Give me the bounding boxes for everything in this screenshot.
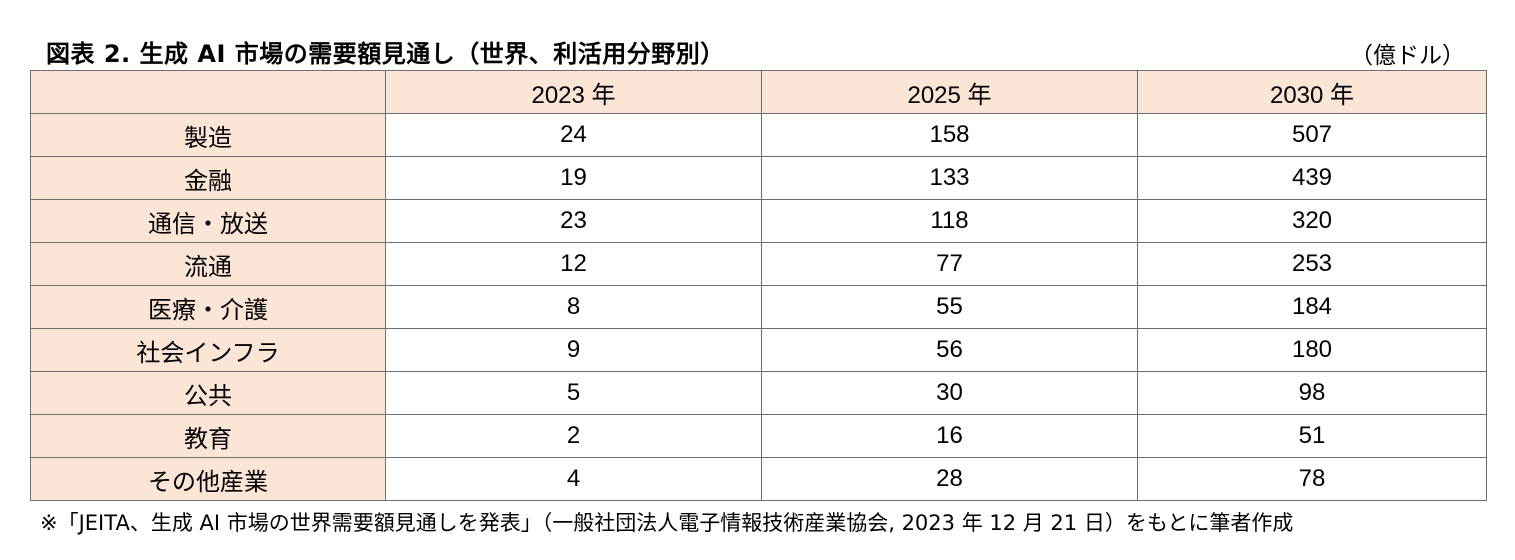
cell-value: 320 [1137, 199, 1487, 243]
cell-value: 19 [385, 156, 762, 200]
table-header-row: 2023 年 2025 年 2030 年 [30, 70, 1487, 114]
table-row: 流通 12 77 253 [30, 242, 1487, 286]
cell-value: 24 [385, 113, 762, 157]
cell-value: 253 [1137, 242, 1487, 286]
cell-value: 2 [385, 414, 762, 458]
cell-value: 23 [385, 199, 762, 243]
cell-value: 5 [385, 371, 762, 415]
source-footnote: ※「JEITA、生成 AI 市場の世界需要額見通しを発表」（一般社団法人電子情報… [40, 511, 1294, 535]
table-row: 公共 5 30 98 [30, 371, 1487, 415]
table-row: 医療・介護 8 55 184 [30, 285, 1487, 329]
table-row: 製造 24 158 507 [30, 113, 1487, 157]
corner-cell [30, 70, 386, 114]
cell-value: 78 [1137, 457, 1487, 501]
cell-value: 118 [761, 199, 1138, 243]
cell-value: 4 [385, 457, 762, 501]
table-row: 社会インフラ 9 56 180 [30, 328, 1487, 372]
column-header-2030: 2030 年 [1137, 70, 1487, 114]
table-row: その他産業 4 28 78 [30, 457, 1487, 501]
row-label: 教育 [30, 414, 386, 458]
table-row: 教育 2 16 51 [30, 414, 1487, 458]
cell-value: 8 [385, 285, 762, 329]
figure-title: 図表 2. 生成 AI 市場の需要額見通し（世界、利活用分野別） [46, 40, 725, 68]
cell-value: 16 [761, 414, 1138, 458]
row-label: その他産業 [30, 457, 386, 501]
cell-value: 56 [761, 328, 1138, 372]
cell-value: 507 [1137, 113, 1487, 157]
cell-value: 98 [1137, 371, 1487, 415]
cell-value: 28 [761, 457, 1138, 501]
cell-value: 12 [385, 242, 762, 286]
row-label: 通信・放送 [30, 199, 386, 243]
row-label: 製造 [30, 113, 386, 157]
cell-value: 439 [1137, 156, 1487, 200]
row-label: 公共 [30, 371, 386, 415]
cell-value: 158 [761, 113, 1138, 157]
cell-value: 77 [761, 242, 1138, 286]
row-label: 社会インフラ [30, 328, 386, 372]
row-label: 医療・介護 [30, 285, 386, 329]
row-label: 流通 [30, 242, 386, 286]
column-header-2023: 2023 年 [385, 70, 762, 114]
cell-value: 55 [761, 285, 1138, 329]
cell-value: 30 [761, 371, 1138, 415]
cell-value: 180 [1137, 328, 1487, 372]
row-label: 金融 [30, 156, 386, 200]
table-row: 金融 19 133 439 [30, 156, 1487, 200]
cell-value: 133 [761, 156, 1138, 200]
unit-label: （億ドル） [1350, 43, 1465, 69]
cell-value: 184 [1137, 285, 1487, 329]
cell-value: 51 [1137, 414, 1487, 458]
column-header-2025: 2025 年 [761, 70, 1138, 114]
table-row: 通信・放送 23 118 320 [30, 199, 1487, 243]
demand-table: 2023 年 2025 年 2030 年 製造 24 158 507 金融 19… [30, 70, 1487, 501]
cell-value: 9 [385, 328, 762, 372]
